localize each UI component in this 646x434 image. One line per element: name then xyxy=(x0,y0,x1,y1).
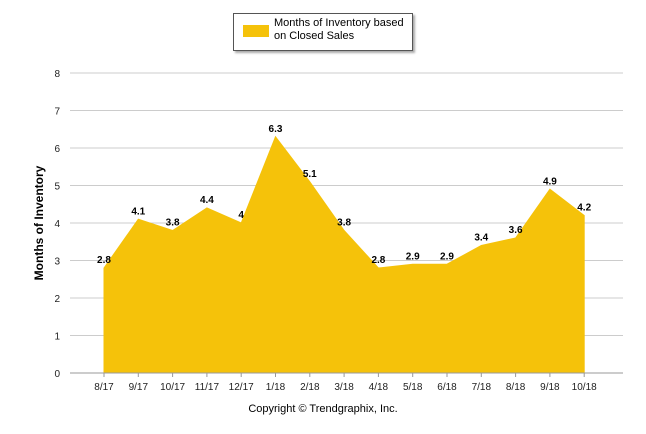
y-axis-ticks: 0 1 2 3 4 5 6 7 8 xyxy=(54,69,60,380)
x-tick-label: 12/17 xyxy=(229,382,254,393)
data-label: 4.2 xyxy=(577,203,591,214)
x-tick-label: 10/18 xyxy=(572,382,597,393)
copyright-text: Copyright © Trendgraphix, Inc. xyxy=(248,403,398,415)
area-fill xyxy=(103,135,585,374)
data-label: 6.3 xyxy=(269,124,283,135)
legend-label: Months of Inventory based on Closed Sale… xyxy=(274,17,410,43)
legend-swatch xyxy=(243,25,269,37)
data-label: 4.1 xyxy=(131,206,145,217)
y-tick-label: 4 xyxy=(54,219,60,230)
legend-label-line-2: on Closed Sales xyxy=(274,30,355,42)
data-label: 4.4 xyxy=(200,195,214,206)
x-tick-label: 9/17 xyxy=(129,382,149,393)
data-label: 3.6 xyxy=(509,225,523,236)
x-tick-label: 4/18 xyxy=(369,382,389,393)
x-tick-label: 11/17 xyxy=(195,382,220,393)
y-tick-label: 5 xyxy=(54,182,60,193)
data-label: 3.8 xyxy=(337,218,351,229)
legend-label-line-1: Months of Inventory based xyxy=(274,17,404,29)
area-series xyxy=(103,135,585,374)
x-tick-label: 1/18 xyxy=(266,382,286,393)
data-label: 4.9 xyxy=(543,176,557,187)
data-label: 3.4 xyxy=(474,233,488,244)
data-label: 2.9 xyxy=(406,251,420,262)
y-tick-label: 8 xyxy=(54,69,60,80)
y-tick-label: 0 xyxy=(54,369,60,380)
y-tick-label: 1 xyxy=(54,332,60,343)
y-tick-label: 6 xyxy=(54,144,60,155)
data-labels: 2.8 4.1 3.8 4.4 4 6.3 5.1 3.8 2.8 2.9 2.9 3.4 3.6 4.9… xyxy=(97,124,592,266)
x-tick-label: 2/18 xyxy=(300,382,320,393)
data-label: 5.1 xyxy=(303,169,317,180)
x-tick-label: 8/17 xyxy=(94,382,114,393)
y-tick-label: 7 xyxy=(54,107,60,118)
x-tick-label: 7/18 xyxy=(472,382,492,393)
x-tick-label: 6/18 xyxy=(437,382,457,393)
x-tick-label: 8/18 xyxy=(506,382,526,393)
data-label: 3.8 xyxy=(166,218,180,229)
x-tick-label: 9/18 xyxy=(540,382,560,393)
data-label: 4 xyxy=(238,210,244,221)
legend: Months of Inventory based on Closed Sale… xyxy=(233,13,413,51)
data-label: 2.8 xyxy=(371,255,385,266)
data-label: 2.8 xyxy=(97,255,111,266)
y-tick-label: 2 xyxy=(54,294,60,305)
data-label: 2.9 xyxy=(440,251,454,262)
x-tick-label: 5/18 xyxy=(403,382,423,393)
y-axis-label: Months of Inventory xyxy=(32,165,46,280)
x-tick-label: 3/18 xyxy=(334,382,354,393)
x-axis-ticks: 8/17 9/17 10/17 11/17 12/17 1/18 2/18 3/18 4/18 5… xyxy=(94,373,597,393)
y-tick-label: 3 xyxy=(54,257,60,268)
x-tick-label: 10/17 xyxy=(160,382,185,393)
